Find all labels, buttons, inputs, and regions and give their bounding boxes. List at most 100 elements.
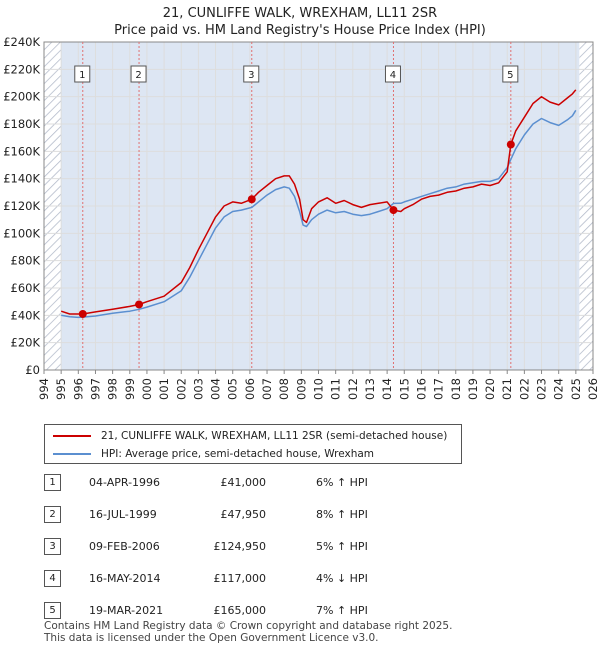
y-tick-label: £160K <box>3 144 40 158</box>
sale-date: 16-MAY-2014 <box>89 572 161 585</box>
y-tick-label: £40K <box>11 308 41 322</box>
x-tick-label: 2003 <box>191 378 205 400</box>
x-tick-label: 2000 <box>140 378 154 400</box>
x-tick-label: 2007 <box>260 378 274 400</box>
sale-hpi-diff: 4% ↓ HPI <box>316 572 368 585</box>
x-tick-label: 2018 <box>449 378 463 400</box>
x-tick-label: 2026 <box>586 378 600 400</box>
x-tick-label: 2004 <box>209 378 223 400</box>
y-tick-label: £180K <box>3 117 40 131</box>
x-tick-label: 2019 <box>466 378 480 400</box>
x-tick-label: 2006 <box>243 378 257 400</box>
legend-label-property: 21, CUNLIFFE WALK, WREXHAM, LL11 2SR (se… <box>101 430 448 442</box>
legend-swatch-property <box>53 435 91 437</box>
x-tick-label: 2024 <box>552 378 566 400</box>
x-tick-label: 2011 <box>329 378 343 400</box>
x-tick-label: 2002 <box>174 378 188 400</box>
chart-title-line2: Price paid vs. HM Land Registry's House … <box>114 23 486 38</box>
sale-row: 1 04-APR-1996 £41,000 6% ↑ HPI <box>44 474 464 492</box>
sale-hpi-diff: 7% ↑ HPI <box>316 604 368 617</box>
x-tick-label: 2020 <box>483 378 497 400</box>
sale-hpi-diff: 5% ↑ HPI <box>316 540 368 553</box>
x-tick-label: 2008 <box>277 378 291 400</box>
x-tick-label: 2021 <box>500 378 514 400</box>
y-tick-label: £100K <box>3 226 40 240</box>
sale-point <box>135 300 144 309</box>
y-tick-label: £20K <box>11 336 41 350</box>
sale-price: £41,000 <box>220 476 267 489</box>
x-tick-label: 1998 <box>106 378 120 400</box>
sale-price: £165,000 <box>213 604 267 617</box>
x-tick-label: 1994 <box>37 378 51 400</box>
x-tick-label: 2015 <box>397 378 411 400</box>
sale-marker-label: 4 <box>390 70 396 81</box>
x-tick-label: 2012 <box>346 378 360 400</box>
price-chart: £0 £20K £40K £60K £80K £100K £120K £140K £160K £1… <box>3 35 600 400</box>
sale-number-badge: 5 <box>44 602 61 619</box>
x-tick-label: 2009 <box>294 378 308 400</box>
y-tick-label: £60K <box>11 281 41 295</box>
sale-point <box>78 309 87 318</box>
x-tick-label: 2023 <box>535 378 549 400</box>
y-tick-label: £200K <box>3 90 40 104</box>
sale-marker-label: 5 <box>507 70 513 81</box>
y-tick-label: £120K <box>3 199 40 213</box>
sale-point <box>247 195 256 204</box>
sale-date: 19-MAR-2021 <box>89 604 164 617</box>
footer: Contains HM Land Registry data © Crown c… <box>44 620 452 644</box>
property-price-line <box>60 89 577 315</box>
sale-point <box>506 140 515 149</box>
sale-row: 2 16-JUL-1999 £47,950 8% ↑ HPI <box>44 506 464 524</box>
sale-marker-label: 2 <box>135 70 141 81</box>
sale-marker-label: 1 <box>79 70 85 81</box>
x-tick-label: 1996 <box>71 378 85 400</box>
x-tick-label: 2017 <box>432 378 446 400</box>
footer-license: This data is licensed under the Open Gov… <box>44 632 379 644</box>
legend-item-property: 21, CUNLIFFE WALK, WREXHAM, LL11 2SR (se… <box>53 428 447 444</box>
x-tick-label: 2016 <box>414 378 428 400</box>
x-tick-label: 2001 <box>157 378 171 400</box>
x-tick-label: 2010 <box>312 378 326 400</box>
sale-row: 5 19-MAR-2021 £165,000 7% ↑ HPI <box>44 602 464 620</box>
sale-hpi-diff: 8% ↑ HPI <box>316 508 368 521</box>
x-tick-label: 2014 <box>380 378 394 400</box>
legend-swatch-hpi <box>53 453 91 455</box>
x-tick-label: 2025 <box>569 378 583 400</box>
y-tick-label: £240K <box>3 35 40 49</box>
x-tick-label: 2022 <box>517 378 531 400</box>
x-tick-label: 2005 <box>226 378 240 400</box>
sale-marker-box <box>384 65 401 83</box>
sale-number-badge: 2 <box>44 506 61 523</box>
sale-row: 4 16-MAY-2014 £117,000 4% ↓ HPI <box>44 570 464 588</box>
chart-title-line1: 21, CUNLIFFE WALK, WREXHAM, LL11 2SR <box>162 6 438 21</box>
footer-copyright: Contains HM Land Registry data © Crown c… <box>44 620 453 632</box>
sale-price: £124,950 <box>213 540 267 553</box>
sale-number-badge: 1 <box>44 474 61 491</box>
sale-point <box>389 206 398 215</box>
y-tick-label: £80K <box>11 254 41 268</box>
x-tick-label: 2013 <box>363 378 377 400</box>
sale-marker-box <box>243 65 260 83</box>
sale-marker-box <box>130 65 147 83</box>
legend-item-hpi: HPI: Average price, semi-detached house,… <box>53 446 374 462</box>
y-tick-label: £220K <box>3 62 40 76</box>
x-tick-label: 1995 <box>54 378 68 400</box>
legend-label-hpi: HPI: Average price, semi-detached house,… <box>101 448 375 460</box>
legend: 21, CUNLIFFE WALK, WREXHAM, LL11 2SR (se… <box>44 424 462 464</box>
y-tick-label: £0 <box>25 363 40 377</box>
sale-hpi-diff: 6% ↑ HPI <box>316 476 368 489</box>
sale-marker-label: 3 <box>248 70 254 81</box>
x-tick-label: 1997 <box>88 378 102 400</box>
sale-date: 16-JUL-1999 <box>89 508 157 521</box>
hpi-line <box>61 109 577 319</box>
sale-price: £117,000 <box>213 572 267 585</box>
sale-row: 3 09-FEB-2006 £124,950 5% ↑ HPI <box>44 538 464 556</box>
sale-marker-box <box>502 65 519 83</box>
y-tick-label: £140K <box>3 172 40 186</box>
x-tick-label: 1999 <box>123 378 137 400</box>
sale-marker-box <box>74 65 91 83</box>
sale-price: £47,950 <box>220 508 267 521</box>
sale-number-badge: 4 <box>44 570 61 587</box>
sale-date: 04-APR-1996 <box>89 476 161 489</box>
sale-number-badge: 3 <box>44 538 61 555</box>
